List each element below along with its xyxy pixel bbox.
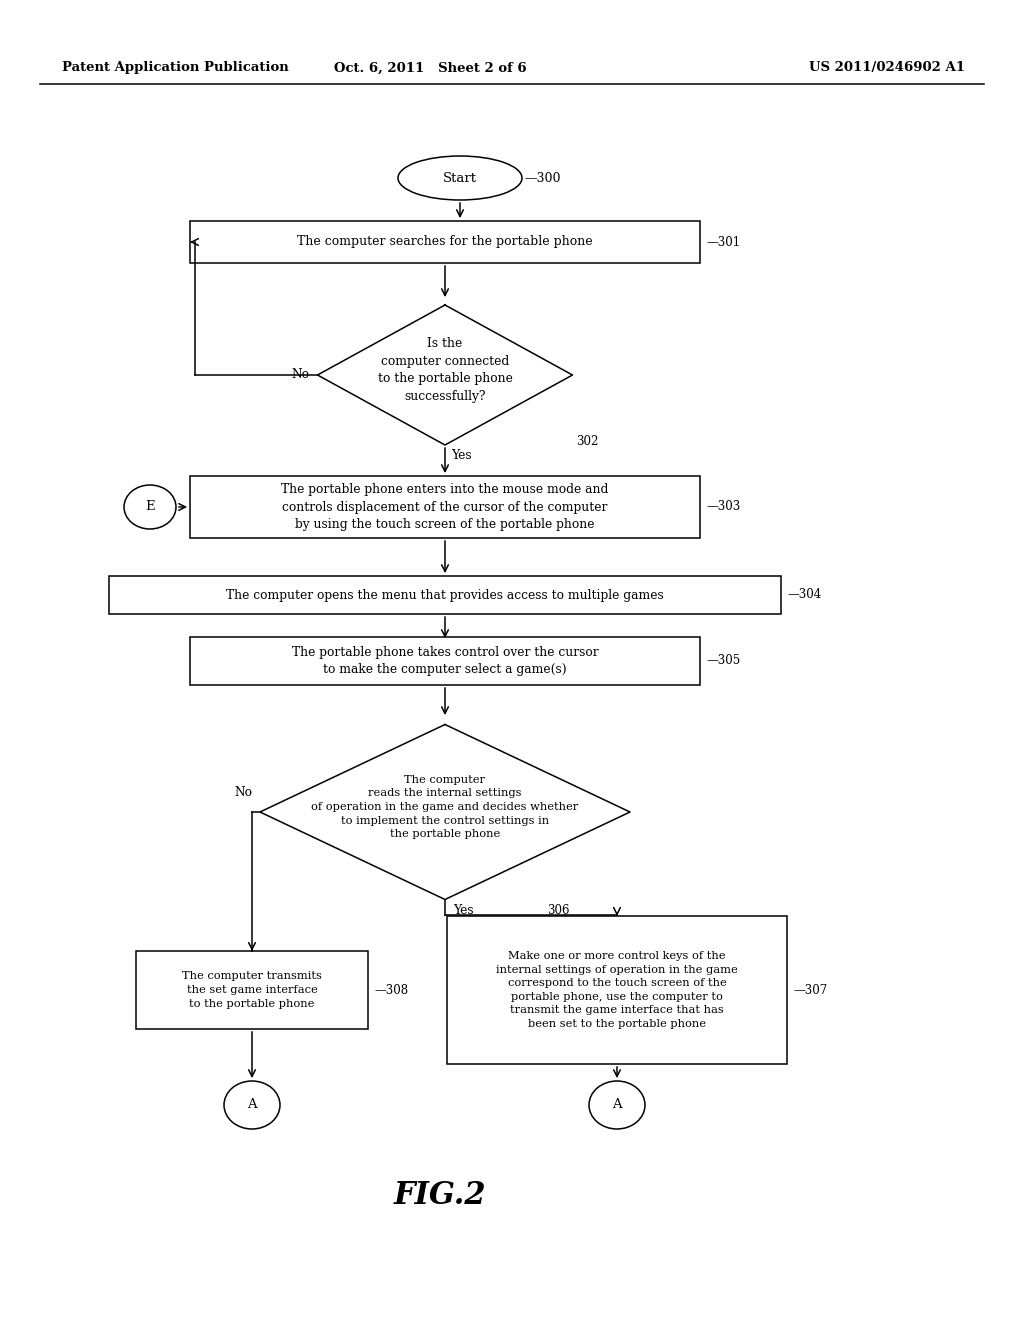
- Text: E: E: [145, 500, 155, 513]
- Text: Is the
computer connected
to the portable phone
successfully?: Is the computer connected to the portabl…: [378, 337, 512, 403]
- Text: 302: 302: [577, 436, 599, 447]
- Text: 306: 306: [547, 904, 569, 917]
- Text: The computer searches for the portable phone: The computer searches for the portable p…: [297, 235, 593, 248]
- Text: —303: —303: [706, 500, 740, 513]
- Text: —305: —305: [706, 655, 740, 668]
- Text: The portable phone enters into the mouse mode and
controls displacement of the c: The portable phone enters into the mouse…: [282, 483, 608, 531]
- Text: A: A: [612, 1098, 622, 1111]
- Ellipse shape: [224, 1081, 280, 1129]
- Text: Oct. 6, 2011   Sheet 2 of 6: Oct. 6, 2011 Sheet 2 of 6: [334, 62, 526, 74]
- Ellipse shape: [124, 484, 176, 529]
- Ellipse shape: [589, 1081, 645, 1129]
- Bar: [136, 950, 368, 1030]
- Text: —304: —304: [787, 589, 821, 602]
- Text: Patent Application Publication: Patent Application Publication: [62, 62, 289, 74]
- Bar: [190, 220, 700, 263]
- Text: The computer
reads the internal settings
of operation in the game and decides wh: The computer reads the internal settings…: [311, 775, 579, 840]
- Text: —300: —300: [524, 172, 560, 185]
- Text: Make one or more control keys of the
internal settings of operation in the game
: Make one or more control keys of the int…: [496, 950, 738, 1030]
- Ellipse shape: [398, 156, 522, 201]
- Bar: [447, 916, 787, 1064]
- Bar: [109, 576, 781, 614]
- Bar: [190, 638, 700, 685]
- Text: The computer opens the menu that provides access to multiple games: The computer opens the menu that provide…: [226, 589, 664, 602]
- Text: No: No: [234, 785, 252, 799]
- Text: A: A: [247, 1098, 257, 1111]
- Text: US 2011/0246902 A1: US 2011/0246902 A1: [809, 62, 965, 74]
- Text: The portable phone takes control over the cursor
to make the computer select a g: The portable phone takes control over th…: [292, 645, 598, 676]
- Text: No: No: [292, 368, 309, 381]
- Text: Yes: Yes: [451, 449, 472, 462]
- Text: —301: —301: [706, 235, 740, 248]
- Text: The computer transmits
the set game interface
to the portable phone: The computer transmits the set game inte…: [182, 972, 322, 1008]
- Text: —307: —307: [793, 983, 827, 997]
- Text: Start: Start: [443, 172, 477, 185]
- Bar: [190, 477, 700, 539]
- Text: Yes: Yes: [453, 903, 474, 916]
- Text: —308: —308: [374, 983, 409, 997]
- Text: FIG.2: FIG.2: [393, 1180, 486, 1210]
